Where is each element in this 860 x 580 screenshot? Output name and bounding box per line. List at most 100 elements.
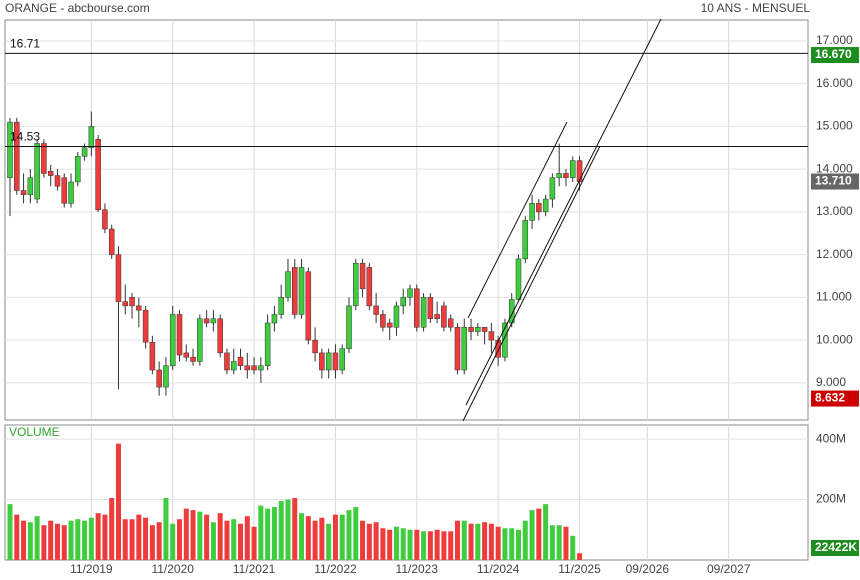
candle-body xyxy=(502,322,508,358)
volume-bar xyxy=(224,520,230,560)
price-tag xyxy=(811,540,859,556)
volume-bar xyxy=(529,510,535,560)
volume-bar xyxy=(522,520,528,560)
x-tick-label: 11/2021 xyxy=(233,562,276,576)
x-tick-label: 11/2022 xyxy=(314,562,357,576)
candle-body xyxy=(556,173,562,178)
candle-body xyxy=(407,288,413,298)
volume-bar xyxy=(204,514,210,560)
candle-body xyxy=(542,198,549,213)
volume-bar xyxy=(238,523,244,560)
volume-bar xyxy=(516,529,521,560)
volume-bar xyxy=(109,498,115,560)
volume-bar xyxy=(339,514,345,560)
volume-bar xyxy=(543,504,549,560)
price-tag xyxy=(811,173,859,190)
volume-bar xyxy=(434,529,440,560)
candle-body xyxy=(346,305,352,349)
y-tick-label: 16.000 xyxy=(816,76,853,90)
volume-bar xyxy=(475,523,481,560)
volume-bar xyxy=(278,501,284,560)
candle-body xyxy=(447,318,454,328)
candle-body xyxy=(393,305,400,328)
volume-bar xyxy=(34,516,40,560)
volume-bar xyxy=(95,513,101,560)
y-tick-label: 11.000 xyxy=(816,290,852,304)
volume-bar xyxy=(163,498,169,560)
volume-bar xyxy=(454,520,460,560)
candle-body xyxy=(183,352,190,358)
volume-bar xyxy=(231,519,237,560)
candle-body xyxy=(27,177,34,196)
volume-bar xyxy=(570,535,576,560)
x-tick-label: 09/2027 xyxy=(707,562,751,576)
price-tag-label: 22422K xyxy=(815,540,857,554)
price-frame xyxy=(4,19,809,421)
volume-bar xyxy=(258,505,264,560)
price-tag xyxy=(811,390,859,407)
volume-bar xyxy=(299,513,305,560)
volume-bar xyxy=(373,522,379,560)
volume-bar xyxy=(400,528,406,560)
candle-body xyxy=(461,327,468,371)
volume-bar xyxy=(244,516,250,560)
volume-bar xyxy=(210,522,216,560)
volume-bar xyxy=(461,520,467,560)
volume-bar xyxy=(7,504,13,560)
volume-bar xyxy=(61,525,67,560)
volume-title: VOLUME xyxy=(9,425,60,439)
volume-bar xyxy=(27,522,33,560)
volume-bar xyxy=(75,519,81,560)
volume-bar xyxy=(82,520,88,560)
candle-body xyxy=(536,203,542,213)
trend-line xyxy=(465,18,662,406)
candle-body xyxy=(169,314,176,366)
volume-bar xyxy=(102,514,108,560)
y-tick-label: 13.000 xyxy=(816,204,853,218)
volume-bar xyxy=(217,513,223,560)
volume-bar xyxy=(183,508,189,560)
volume-bar xyxy=(115,443,121,560)
volume-bar xyxy=(549,525,555,560)
candle-body xyxy=(285,271,291,298)
volume-bar xyxy=(48,520,54,560)
volume-bar xyxy=(265,508,271,560)
volume-bar xyxy=(556,525,562,560)
volume-bar xyxy=(380,528,386,560)
volume-bar xyxy=(41,525,47,560)
volume-bar xyxy=(68,520,74,560)
candle-body xyxy=(258,365,264,371)
volume-frame xyxy=(4,424,809,561)
candle-body xyxy=(149,341,156,371)
candle-body xyxy=(332,352,339,371)
volume-bar xyxy=(577,553,583,560)
x-tick-label: 11/2020 xyxy=(151,562,194,576)
volume-bar xyxy=(441,531,447,560)
candle-body xyxy=(122,301,129,307)
volume-bar xyxy=(393,526,399,560)
candle-body xyxy=(481,327,488,332)
candle-body xyxy=(136,305,142,311)
volume-bar xyxy=(312,520,318,560)
candle-body xyxy=(312,339,318,354)
candle-body xyxy=(61,177,67,204)
candle-body xyxy=(325,352,332,371)
candle-body xyxy=(427,297,434,319)
candle-body xyxy=(210,318,217,324)
candle-body xyxy=(353,262,359,307)
candle-body xyxy=(47,171,54,176)
marks xyxy=(7,111,583,560)
candle-body xyxy=(359,262,366,290)
volume-bar xyxy=(319,517,325,560)
y-tick-label: 17.000 xyxy=(816,33,853,47)
volume-bar xyxy=(251,526,257,560)
candle-body xyxy=(251,365,257,371)
volume-bar xyxy=(448,531,454,560)
x-tick-label: 11/2024 xyxy=(477,562,520,576)
price-tag-label: 13.710 xyxy=(815,174,852,188)
volume-bar xyxy=(326,523,332,560)
volume-bar xyxy=(170,523,176,560)
x-tick-label: 11/2025 xyxy=(558,562,601,576)
